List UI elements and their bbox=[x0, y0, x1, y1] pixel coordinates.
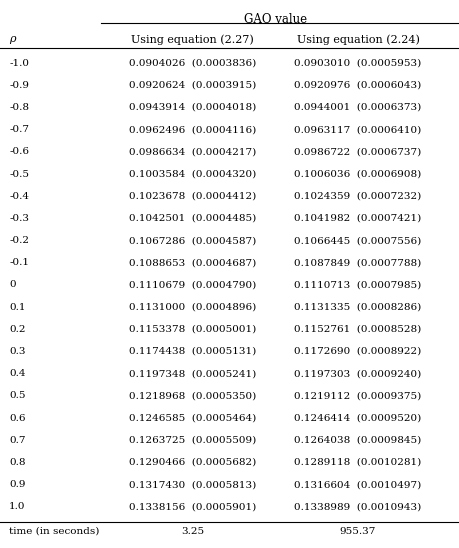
Text: 0.1006036  (0.0006908): 0.1006036 (0.0006908) bbox=[294, 169, 422, 179]
Text: 3.25: 3.25 bbox=[181, 527, 204, 536]
Text: 0.0986722  (0.0006737): 0.0986722 (0.0006737) bbox=[294, 147, 422, 156]
Text: 0.0904026  (0.0003836): 0.0904026 (0.0003836) bbox=[129, 59, 257, 67]
Text: 0.1338989  (0.0010943): 0.1338989 (0.0010943) bbox=[294, 503, 422, 511]
Text: -0.6: -0.6 bbox=[9, 147, 29, 156]
Text: 0.1317430  (0.0005813): 0.1317430 (0.0005813) bbox=[129, 480, 257, 489]
Text: 0.1172690  (0.0008922): 0.1172690 (0.0008922) bbox=[294, 347, 422, 356]
Text: 0.1023678  (0.0004412): 0.1023678 (0.0004412) bbox=[129, 192, 257, 201]
Text: 0.1153378  (0.0005001): 0.1153378 (0.0005001) bbox=[129, 325, 257, 334]
Text: ρ: ρ bbox=[9, 34, 16, 44]
Text: 0.0962496  (0.0004116): 0.0962496 (0.0004116) bbox=[129, 125, 257, 134]
Text: 0.1131000  (0.0004896): 0.1131000 (0.0004896) bbox=[129, 302, 257, 312]
Text: 0.1110679  (0.0004790): 0.1110679 (0.0004790) bbox=[129, 281, 257, 289]
Text: 0.1042501  (0.0004485): 0.1042501 (0.0004485) bbox=[129, 214, 257, 223]
Text: 0.0920976  (0.0006043): 0.0920976 (0.0006043) bbox=[294, 81, 422, 90]
Text: GAO value: GAO value bbox=[244, 13, 307, 26]
Text: 0.0920624  (0.0003915): 0.0920624 (0.0003915) bbox=[129, 81, 257, 90]
Text: 0.1289118  (0.0010281): 0.1289118 (0.0010281) bbox=[294, 458, 422, 467]
Text: 0.0986634  (0.0004217): 0.0986634 (0.0004217) bbox=[129, 147, 257, 156]
Text: 0.1263725  (0.0005509): 0.1263725 (0.0005509) bbox=[129, 436, 257, 445]
Text: 0.9: 0.9 bbox=[9, 480, 26, 489]
Text: 0.3: 0.3 bbox=[9, 347, 26, 356]
Text: 0.1174438  (0.0005131): 0.1174438 (0.0005131) bbox=[129, 347, 257, 356]
Text: 0.0943914  (0.0004018): 0.0943914 (0.0004018) bbox=[129, 103, 257, 112]
Text: 0.1041982  (0.0007421): 0.1041982 (0.0007421) bbox=[294, 214, 422, 223]
Text: 0.1087849  (0.0007788): 0.1087849 (0.0007788) bbox=[294, 258, 422, 267]
Text: 0.0963117  (0.0006410): 0.0963117 (0.0006410) bbox=[294, 125, 422, 134]
Text: 0.1152761  (0.0008528): 0.1152761 (0.0008528) bbox=[294, 325, 422, 334]
Text: 955.37: 955.37 bbox=[340, 527, 376, 536]
Text: -0.9: -0.9 bbox=[9, 81, 29, 90]
Text: 0.1088653  (0.0004687): 0.1088653 (0.0004687) bbox=[129, 258, 257, 267]
Text: 0.7: 0.7 bbox=[9, 436, 26, 445]
Text: 0.0944001  (0.0006373): 0.0944001 (0.0006373) bbox=[294, 103, 422, 112]
Text: 0.1110713  (0.0007985): 0.1110713 (0.0007985) bbox=[294, 281, 422, 289]
Text: 0.1218968  (0.0005350): 0.1218968 (0.0005350) bbox=[129, 391, 257, 401]
Text: 0: 0 bbox=[9, 281, 16, 289]
Text: 0.1131335  (0.0008286): 0.1131335 (0.0008286) bbox=[294, 302, 422, 312]
Text: 0.1067286  (0.0004587): 0.1067286 (0.0004587) bbox=[129, 236, 257, 245]
Text: 0.1290466  (0.0005682): 0.1290466 (0.0005682) bbox=[129, 458, 257, 467]
Text: Using equation (2.27): Using equation (2.27) bbox=[131, 34, 254, 44]
Text: -0.3: -0.3 bbox=[9, 214, 29, 223]
Text: 0.1: 0.1 bbox=[9, 302, 26, 312]
Text: -0.8: -0.8 bbox=[9, 103, 29, 112]
Text: 0.1197348  (0.0005241): 0.1197348 (0.0005241) bbox=[129, 369, 257, 378]
Text: 0.1197303  (0.0009240): 0.1197303 (0.0009240) bbox=[294, 369, 422, 378]
Text: 0.1246585  (0.0005464): 0.1246585 (0.0005464) bbox=[129, 414, 257, 423]
Text: -0.5: -0.5 bbox=[9, 169, 29, 179]
Text: 0.1066445  (0.0007556): 0.1066445 (0.0007556) bbox=[294, 236, 422, 245]
Text: 0.4: 0.4 bbox=[9, 369, 26, 378]
Text: -1.0: -1.0 bbox=[9, 59, 29, 67]
Text: -0.1: -0.1 bbox=[9, 258, 29, 267]
Text: 1.0: 1.0 bbox=[9, 503, 26, 511]
Text: Using equation (2.24): Using equation (2.24) bbox=[297, 34, 420, 44]
Text: 0.1024359  (0.0007232): 0.1024359 (0.0007232) bbox=[294, 192, 422, 201]
Text: 0.0903010  (0.0005953): 0.0903010 (0.0005953) bbox=[294, 59, 422, 67]
Text: -0.4: -0.4 bbox=[9, 192, 29, 201]
Text: 0.1003584  (0.0004320): 0.1003584 (0.0004320) bbox=[129, 169, 257, 179]
Text: 0.1219112  (0.0009375): 0.1219112 (0.0009375) bbox=[294, 391, 422, 401]
Text: 0.1316604  (0.0010497): 0.1316604 (0.0010497) bbox=[294, 480, 422, 489]
Text: 0.6: 0.6 bbox=[9, 414, 26, 423]
Text: 0.1264038  (0.0009845): 0.1264038 (0.0009845) bbox=[294, 436, 422, 445]
Text: 0.1246414  (0.0009520): 0.1246414 (0.0009520) bbox=[294, 414, 422, 423]
Text: 0.2: 0.2 bbox=[9, 325, 26, 334]
Text: 0.8: 0.8 bbox=[9, 458, 26, 467]
Text: 0.1338156  (0.0005901): 0.1338156 (0.0005901) bbox=[129, 503, 257, 511]
Text: -0.7: -0.7 bbox=[9, 125, 29, 134]
Text: 0.5: 0.5 bbox=[9, 391, 26, 401]
Text: -0.2: -0.2 bbox=[9, 236, 29, 245]
Text: time (in seconds): time (in seconds) bbox=[9, 527, 100, 536]
